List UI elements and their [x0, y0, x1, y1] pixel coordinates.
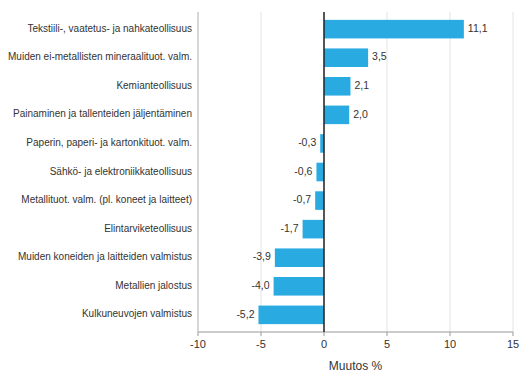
category-label: Sähkö- ja elektroniikkateollisuus — [50, 166, 192, 177]
category-label: Muiden ei-metallisten mineraalituot. val… — [8, 51, 192, 62]
bar — [275, 248, 324, 267]
bar — [324, 106, 349, 125]
tick-label: -10 — [190, 338, 206, 350]
x-axis-label: Muutos % — [329, 359, 383, 373]
data-label: -4,0 — [252, 279, 270, 291]
grid — [198, 12, 513, 332]
tick-mark — [261, 332, 262, 336]
tick-mark — [450, 332, 451, 336]
bar — [324, 77, 350, 96]
grid-line — [198, 12, 199, 332]
category-label: Metallien jalostus — [115, 280, 192, 291]
bar — [315, 191, 324, 210]
category-label: Kemianteollisuus — [116, 80, 192, 91]
tick-label: 15 — [507, 338, 519, 350]
category-label: Muiden koneiden ja laitteiden valmistus — [18, 251, 192, 262]
bar — [258, 306, 324, 325]
chart-container: Kulkuneuvojen valmistus Metallien jalostu… — [0, 0, 529, 378]
tick-mark — [324, 332, 325, 336]
tick-label: 10 — [444, 338, 456, 350]
zero-line — [323, 12, 325, 332]
data-label: -0,3 — [298, 136, 316, 148]
bar — [274, 277, 324, 296]
data-label: -1,7 — [280, 222, 298, 234]
grid-line — [513, 12, 514, 332]
category-label: Metallituot. valm. (pl. koneet ja laitte… — [21, 194, 192, 205]
tick-mark — [513, 332, 514, 336]
x-axis: -10 -5 0 5 10 15 — [190, 12, 519, 350]
tick-label: -5 — [256, 338, 266, 350]
tick-mark — [387, 332, 388, 336]
tick-label: 5 — [384, 338, 390, 350]
category-label: Kulkuneuvojen valmistus — [82, 308, 192, 319]
data-label: -0,7 — [293, 193, 311, 205]
data-label: 11,1 — [468, 22, 488, 34]
data-label: 2,0 — [353, 108, 368, 120]
data-label: 2,1 — [354, 79, 369, 91]
chart: Kulkuneuvojen valmistus Metallien jalostu… — [0, 0, 529, 378]
x-axis-line — [198, 332, 513, 333]
tick-mark — [198, 332, 199, 336]
grid-line — [450, 12, 451, 332]
data-label: -3,9 — [253, 250, 271, 262]
data-label: -0,6 — [294, 165, 312, 177]
bars — [258, 20, 463, 324]
bar — [324, 48, 368, 67]
grid-line — [324, 12, 325, 332]
y-axis-line — [198, 12, 199, 332]
data-labels: -5,2 -4,0 -3,9 -1,7 -0,7 -0,6 -0,3 2,0 2,1 3,5 11,… — [236, 22, 487, 320]
bar — [324, 20, 464, 39]
bar — [316, 163, 324, 182]
data-label: 3,5 — [372, 50, 387, 62]
category-label: Tekstiili-, vaatetus- ja nahkateollisuus — [27, 23, 192, 34]
category-label: Painaminen ja tallenteiden jäljentäminen — [13, 108, 192, 119]
data-label: -5,2 — [236, 308, 254, 320]
tick-label: 0 — [321, 338, 327, 350]
category-label: Elintarviketeollisuus — [104, 223, 192, 234]
page: {"chart_data": {"type": "bar", "orientat… — [0, 0, 529, 378]
bar — [303, 220, 324, 239]
category-label: Paperin, paperi- ja kartonkituot. valm. — [26, 137, 192, 148]
